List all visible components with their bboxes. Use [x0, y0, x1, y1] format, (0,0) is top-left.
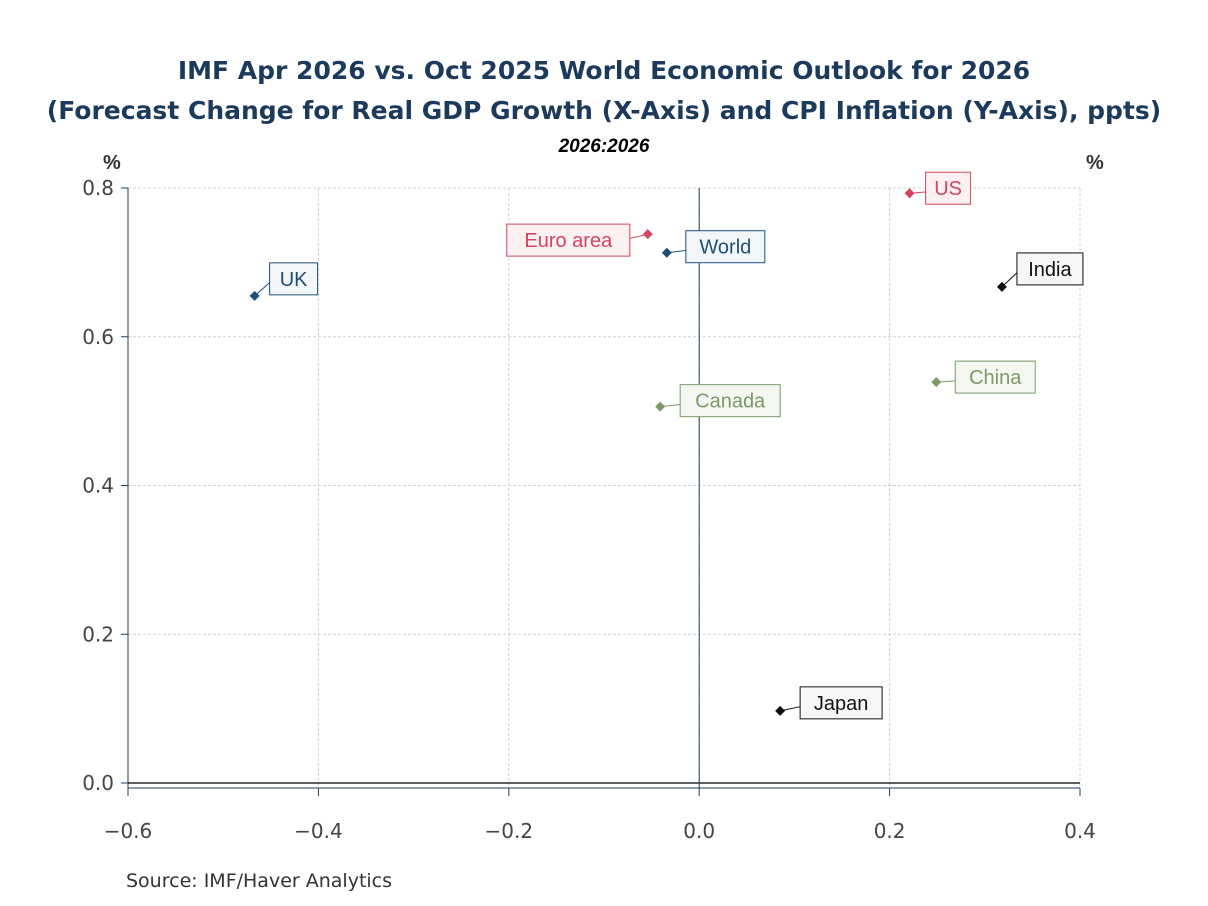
data-marker [249, 290, 260, 301]
data-label: US [934, 178, 962, 200]
data-marker [661, 247, 672, 258]
data-point-canada: Canada [655, 384, 781, 418]
data-marker [655, 401, 666, 412]
data-label: Japan [814, 693, 869, 715]
label-box [799, 686, 883, 720]
data-point-india: India [996, 252, 1084, 292]
label-box [925, 171, 972, 205]
label-box [269, 262, 319, 296]
data-label: China [969, 367, 1022, 389]
y-tick-label: 0.8 [82, 176, 114, 200]
label-box [1016, 252, 1084, 286]
chart-title-line2: (Forecast Change for Real GDP Growth (X-… [46, 96, 1162, 125]
chart-subtitle: 2026:2026 [558, 136, 650, 157]
y-tick-label: 0.6 [82, 325, 114, 349]
source-note: Source: IMF/Haver Analytics [126, 870, 393, 892]
x-tick-label: −0.4 [294, 819, 343, 843]
data-label: Canada [695, 391, 766, 413]
x-tick-label: 0.2 [874, 819, 906, 843]
x-tick-label: 0.4 [1064, 819, 1096, 843]
y-tick-label: 0.4 [82, 474, 114, 498]
label-box [954, 360, 1036, 394]
data-marker [931, 377, 942, 388]
data-marker [996, 281, 1007, 292]
x-tick-label: −0.2 [485, 819, 534, 843]
label-box [506, 223, 631, 257]
data-label: UK [280, 269, 308, 291]
y-tick-label: 0.2 [82, 622, 114, 646]
data-point-china: China [931, 360, 1036, 394]
x-tick-label: 0.0 [683, 819, 715, 843]
data-point-japan: Japan [775, 686, 883, 720]
data-label: Euro area [524, 230, 613, 252]
data-point-us: US [904, 171, 972, 205]
y-tick-label: 0.0 [82, 771, 114, 795]
x-tick-label: −0.6 [104, 819, 153, 843]
label-box [679, 384, 781, 418]
data-point-euro-area: Euro area [506, 223, 653, 257]
data-marker [775, 705, 786, 716]
y-unit-left: % [103, 152, 121, 174]
chart-title-line1: IMF Apr 2026 vs. Oct 2025 World Economic… [177, 56, 1031, 85]
data-label: India [1028, 259, 1072, 281]
data-marker [904, 188, 915, 199]
data-label: World [699, 237, 751, 259]
y-unit-right: % [1086, 152, 1104, 174]
data-point-world: World [661, 230, 766, 264]
label-box [685, 230, 766, 264]
data-marker [642, 229, 653, 240]
data-point-uk: UK [249, 262, 319, 301]
